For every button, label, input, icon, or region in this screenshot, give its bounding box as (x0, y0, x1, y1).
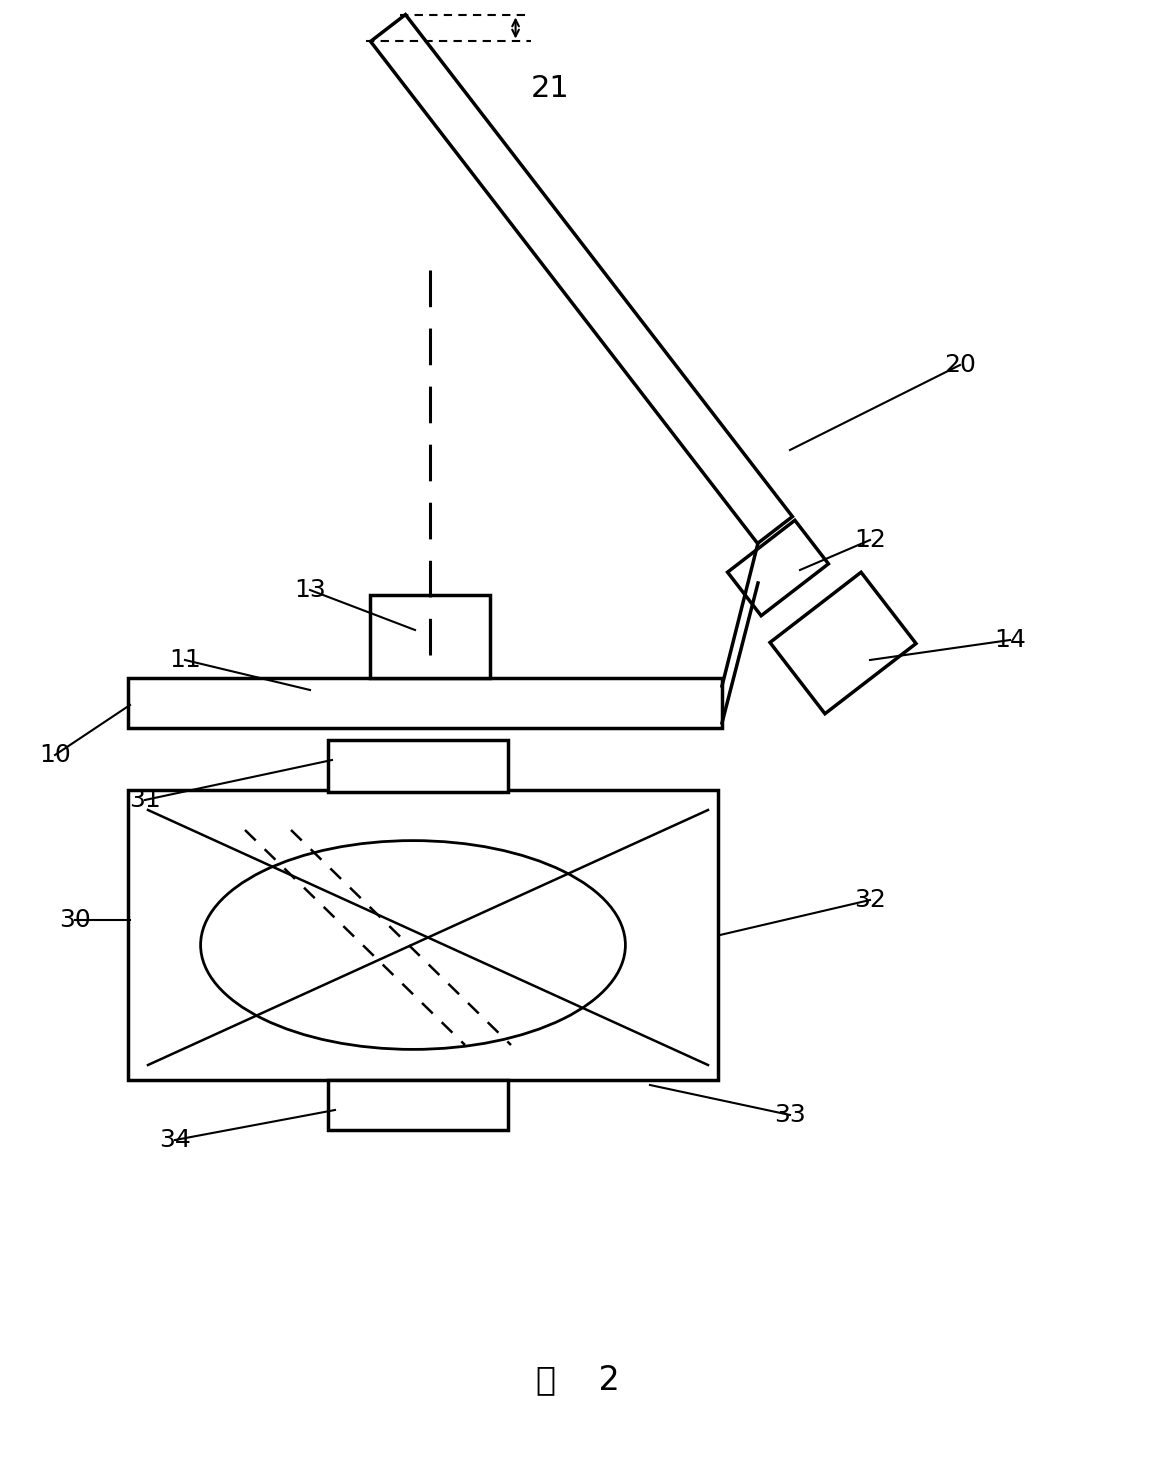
Text: 34: 34 (159, 1128, 191, 1152)
Text: 10: 10 (39, 742, 71, 767)
Polygon shape (771, 572, 916, 714)
Polygon shape (128, 678, 722, 728)
Text: 20: 20 (944, 354, 977, 377)
Polygon shape (128, 791, 718, 1080)
Polygon shape (327, 1080, 508, 1130)
Polygon shape (370, 15, 793, 543)
Text: 14: 14 (994, 628, 1026, 651)
Ellipse shape (200, 841, 626, 1049)
Text: 33: 33 (774, 1103, 806, 1127)
Polygon shape (728, 521, 828, 616)
Text: 32: 32 (854, 888, 886, 912)
Text: 21: 21 (531, 73, 570, 103)
Text: 12: 12 (854, 528, 886, 552)
Text: 11: 11 (169, 648, 201, 672)
Text: 图    2: 图 2 (536, 1363, 620, 1397)
Text: 13: 13 (294, 578, 326, 601)
Text: 31: 31 (130, 788, 161, 813)
Text: 30: 30 (59, 908, 91, 932)
Polygon shape (327, 739, 508, 792)
Polygon shape (370, 596, 491, 678)
